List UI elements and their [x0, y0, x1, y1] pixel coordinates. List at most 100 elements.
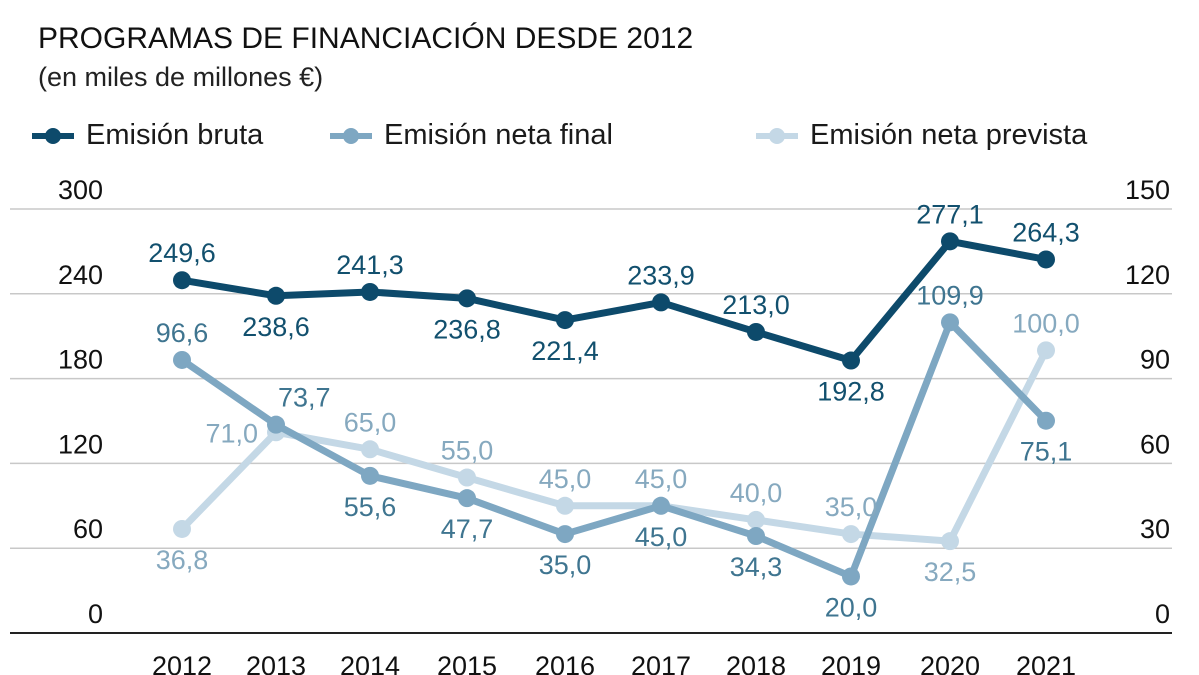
left-axis: 0 60 120 180 240 300	[58, 175, 103, 629]
legend-label: Emisión bruta	[86, 119, 264, 151]
legend-swatch-dot	[769, 127, 785, 144]
right-axis-tick-label: 90	[1140, 345, 1170, 375]
data-label: 55,0	[441, 436, 494, 466]
x-axis-tick-label: 2015	[437, 651, 497, 675]
data-point	[1037, 411, 1055, 430]
data-label: 236,8	[433, 314, 501, 344]
legend-swatch-dot	[45, 127, 61, 144]
data-point	[173, 350, 191, 369]
data-point	[652, 496, 670, 515]
x-axis-tick-label: 2012	[152, 651, 212, 675]
data-label: 277,1	[916, 199, 984, 229]
data-label: 75,1	[1020, 437, 1073, 467]
data-label: 35,0	[539, 550, 592, 580]
legend-item-emision-bruta: Emisión bruta	[32, 119, 263, 152]
data-point	[1037, 341, 1055, 360]
series-line-0	[181, 237, 1047, 365]
data-point	[458, 489, 476, 508]
data-point	[842, 351, 860, 370]
data-label: 96,6	[156, 318, 209, 348]
left-axis-tick-label: 120	[58, 429, 103, 459]
data-label: 45,0	[539, 464, 592, 494]
data-point	[842, 525, 860, 544]
x-axis-tick-label: 2016	[535, 651, 595, 675]
series-line-2	[179, 348, 1050, 545]
data-label: 55,6	[344, 492, 397, 522]
data-label: 20,0	[825, 592, 878, 622]
legend: Emisión bruta Emisión neta final Emisión…	[0, 119, 1199, 159]
data-point	[458, 289, 476, 308]
left-axis-tick-label: 180	[58, 345, 103, 375]
series-group	[173, 232, 1055, 586]
data-point	[1037, 250, 1055, 269]
data-label: 65,0	[344, 407, 397, 437]
data-point	[556, 311, 574, 330]
data-point	[173, 519, 191, 538]
data-point	[941, 232, 959, 251]
x-axis-tick-label: 2018	[726, 651, 786, 675]
data-point	[556, 496, 574, 515]
right-axis-tick-label: 0	[1155, 599, 1170, 629]
data-label: 221,4	[531, 336, 599, 366]
data-label: 71,0	[205, 418, 258, 448]
x-axis-tick-label: 2014	[340, 651, 400, 675]
data-label: 233,9	[627, 260, 695, 290]
data-point	[361, 440, 379, 459]
data-label: 73,7	[278, 383, 331, 413]
data-label: 32,5	[924, 557, 977, 587]
data-label: 45,0	[635, 522, 688, 552]
data-point	[267, 286, 285, 305]
left-axis-tick-label: 60	[73, 514, 103, 544]
right-axis-tick-label: 150	[1125, 175, 1170, 205]
data-label: 35,0	[825, 492, 878, 522]
data-label: 34,3	[730, 552, 783, 582]
data-point	[173, 271, 191, 290]
data-point	[747, 322, 765, 341]
data-point	[941, 313, 959, 332]
data-point	[361, 466, 379, 485]
chart-title: PROGRAMAS DE FINANCIACIÓN DESDE 2012	[38, 22, 694, 55]
data-point	[747, 510, 765, 529]
legend-line-marker-icon	[756, 121, 798, 151]
data-point	[267, 415, 285, 434]
right-axis-tick-label: 120	[1125, 260, 1170, 290]
right-axis-tick-label: 30	[1140, 514, 1170, 544]
data-label: 36,8	[156, 545, 209, 575]
right-axis-tick-label: 60	[1140, 429, 1170, 459]
x-axis: 2012 2013 2014 2015 2016 2017 2018 2019 2020 2021	[152, 651, 1076, 675]
legend-line-marker-icon	[32, 121, 74, 151]
data-point	[556, 525, 574, 544]
data-label: 109,9	[916, 280, 984, 310]
legend-line-marker-icon	[330, 121, 372, 151]
data-label: 264,3	[1012, 217, 1080, 247]
data-label: 241,3	[336, 250, 404, 280]
x-axis-tick-label: 2017	[631, 651, 691, 675]
data-label: 100,0	[1012, 308, 1080, 338]
data-point	[747, 527, 765, 546]
left-axis-tick-label: 300	[58, 175, 103, 205]
data-label: 192,8	[817, 377, 885, 407]
data-labels: 249,6 238,6 241,3 236,8 221,4 233,9 213,0 192,8…	[148, 199, 1080, 622]
legend-label: Emisión neta final	[384, 119, 613, 151]
data-point	[361, 282, 379, 301]
x-axis-tick-label: 2021	[1016, 651, 1076, 675]
x-axis-tick-label: 2013	[246, 651, 306, 675]
x-axis-tick-label: 2019	[821, 651, 881, 675]
legend-swatch-dot	[343, 127, 359, 144]
data-label: 249,6	[148, 238, 216, 268]
legend-item-emision-neta-final: Emisión neta final	[330, 119, 613, 152]
data-label: 45,0	[635, 464, 688, 494]
legend-label: Emisión neta prevista	[810, 119, 1088, 151]
left-axis-tick-label: 240	[58, 260, 103, 290]
chart-subtitle: (en miles de millones €)	[38, 62, 324, 92]
x-axis-tick-label: 2020	[920, 651, 980, 675]
data-point	[842, 567, 860, 586]
series-line-1	[180, 318, 1049, 580]
right-axis: 0 30 60 90 120 150	[1125, 175, 1170, 629]
data-label: 213,0	[722, 290, 790, 320]
data-point	[652, 293, 670, 312]
gridlines	[10, 208, 1172, 634]
data-point	[458, 468, 476, 487]
left-axis-tick-label: 0	[88, 599, 103, 629]
